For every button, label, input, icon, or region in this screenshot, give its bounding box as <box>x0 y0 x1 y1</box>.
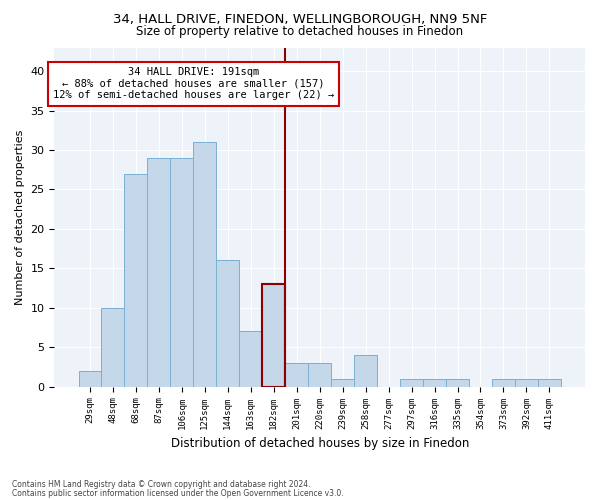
Text: Contains public sector information licensed under the Open Government Licence v3: Contains public sector information licen… <box>12 489 344 498</box>
Bar <box>492 379 515 386</box>
Bar <box>515 379 538 386</box>
Bar <box>170 158 193 386</box>
Bar <box>308 363 331 386</box>
Bar <box>217 260 239 386</box>
Bar <box>285 363 308 386</box>
Bar <box>79 371 101 386</box>
Text: Size of property relative to detached houses in Finedon: Size of property relative to detached ho… <box>136 25 464 38</box>
Bar <box>124 174 148 386</box>
Y-axis label: Number of detached properties: Number of detached properties <box>15 130 25 305</box>
Bar <box>101 308 124 386</box>
Bar <box>193 142 217 386</box>
Bar <box>262 284 285 386</box>
Text: 34, HALL DRIVE, FINEDON, WELLINGBOROUGH, NN9 5NF: 34, HALL DRIVE, FINEDON, WELLINGBOROUGH,… <box>113 12 487 26</box>
X-axis label: Distribution of detached houses by size in Finedon: Distribution of detached houses by size … <box>170 437 469 450</box>
Text: Contains HM Land Registry data © Crown copyright and database right 2024.: Contains HM Land Registry data © Crown c… <box>12 480 311 489</box>
Text: 34 HALL DRIVE: 191sqm
← 88% of detached houses are smaller (157)
12% of semi-det: 34 HALL DRIVE: 191sqm ← 88% of detached … <box>53 67 334 100</box>
Bar <box>354 355 377 386</box>
Bar <box>331 379 354 386</box>
Bar <box>400 379 423 386</box>
Bar <box>423 379 446 386</box>
Bar <box>239 332 262 386</box>
Bar <box>446 379 469 386</box>
Bar <box>148 158 170 386</box>
Bar <box>538 379 561 386</box>
